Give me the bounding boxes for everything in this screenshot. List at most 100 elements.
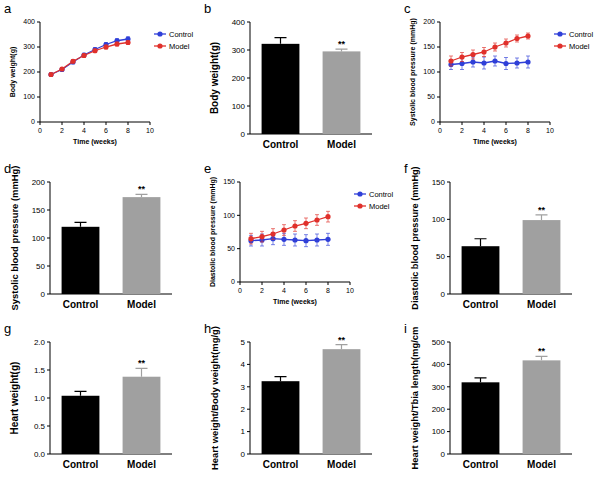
x-tick xyxy=(506,122,507,125)
legend-label: Control xyxy=(369,190,394,199)
plot-area xyxy=(62,368,161,454)
x-tick-label: 4 xyxy=(282,287,286,294)
x-tick xyxy=(306,282,307,285)
y-tick-label: 150 xyxy=(432,178,446,187)
y-tick-label: 100 xyxy=(232,102,246,111)
panel-label: e xyxy=(204,161,211,176)
y-tick xyxy=(247,134,250,135)
error-bar xyxy=(526,33,530,39)
plot-area xyxy=(448,33,530,70)
error-bar xyxy=(304,235,308,247)
y-tick xyxy=(37,47,40,48)
panel-label: g xyxy=(4,321,11,336)
y-tick-label: 150 xyxy=(423,43,435,50)
x-tick xyxy=(440,122,441,125)
x-tick-label: Control xyxy=(63,299,99,310)
point xyxy=(81,52,86,57)
x-tick xyxy=(84,122,85,125)
y-tick xyxy=(247,106,250,107)
y-tick-label: 50 xyxy=(227,245,235,252)
x-tick xyxy=(262,282,263,285)
y-tick-label: 2.0 xyxy=(34,338,46,347)
y-tick xyxy=(237,182,240,183)
error-bar xyxy=(536,356,548,360)
y-tick xyxy=(247,431,250,432)
significance: ** xyxy=(538,205,546,215)
y-tick xyxy=(447,454,450,455)
series-line xyxy=(51,43,128,75)
panel: a01002003004000246810Time (weeks)Body we… xyxy=(4,1,194,146)
significance: ** xyxy=(138,358,146,368)
y-tick xyxy=(447,364,450,365)
x-tick-label: Model xyxy=(327,139,356,150)
y-tick-label: 1.0 xyxy=(34,394,46,403)
x-tick-label: Control xyxy=(463,459,499,470)
error-bar xyxy=(493,56,497,66)
y-tick xyxy=(437,72,440,73)
y-tick xyxy=(247,454,250,455)
point xyxy=(81,53,86,58)
y-tick xyxy=(447,386,450,387)
error-bar xyxy=(515,35,519,42)
error-bar xyxy=(275,38,287,44)
error-bar xyxy=(326,233,330,245)
y-tick xyxy=(447,256,450,257)
point xyxy=(481,49,486,54)
panel: g0.00.51.01.52.0Heart weight(g)ControlMo… xyxy=(4,321,172,470)
x-tick xyxy=(40,122,41,125)
y-tick-label: 1.5 xyxy=(34,366,46,375)
y-tick xyxy=(247,342,250,343)
legend-marker xyxy=(157,31,162,36)
significance: ** xyxy=(138,184,146,194)
x-tick-label: 8 xyxy=(326,287,330,294)
error-bar xyxy=(504,58,508,70)
point xyxy=(314,237,319,242)
point xyxy=(492,44,497,49)
error-bar xyxy=(482,57,486,69)
error-bar xyxy=(326,211,330,222)
y-tick-label: 4 xyxy=(241,360,246,369)
error-bar xyxy=(136,368,148,376)
y-tick xyxy=(437,22,440,23)
point xyxy=(481,60,486,65)
legend-label: Control xyxy=(169,30,194,39)
bar xyxy=(323,51,361,134)
bar xyxy=(62,396,100,454)
y-axis-title: Heart weight/Tbia length(mg/cm xyxy=(409,327,420,470)
error-bar xyxy=(71,60,75,64)
y-tick xyxy=(237,215,240,216)
y-tick-label: 2 xyxy=(241,405,246,414)
x-tick xyxy=(150,122,151,125)
error-bar xyxy=(75,391,87,395)
error-bar xyxy=(475,239,487,246)
x-tick-label: Model xyxy=(127,459,156,470)
plot-area xyxy=(248,211,330,246)
x-tick-label: 0 xyxy=(38,127,42,134)
point xyxy=(459,54,464,59)
panel: f050100150Diastolic blood pressure (mmHg… xyxy=(404,161,572,310)
x-tick-label: 2 xyxy=(460,127,464,134)
y-tick-label: 0 xyxy=(41,290,46,299)
error-bar xyxy=(115,42,119,46)
legend-marker xyxy=(357,203,362,208)
x-tick-label: Model xyxy=(127,299,156,310)
point xyxy=(314,217,319,222)
y-tick xyxy=(47,398,50,399)
plot-area xyxy=(62,194,161,294)
y-tick-label: 100 xyxy=(32,234,46,243)
x-tick-label: Control xyxy=(263,139,299,150)
x-tick-label: Model xyxy=(527,459,556,470)
point xyxy=(470,52,475,57)
bar xyxy=(523,360,561,454)
error-bar xyxy=(93,49,97,53)
error-bar xyxy=(304,218,308,229)
y-tick-label: 300 xyxy=(23,43,35,50)
panel-label: i xyxy=(404,321,407,336)
plot-area xyxy=(462,356,561,454)
error-bar xyxy=(475,378,487,382)
point xyxy=(303,238,308,243)
y-tick xyxy=(37,22,40,23)
x-tick-label: 10 xyxy=(346,287,354,294)
plot-area xyxy=(262,345,361,454)
significance: ** xyxy=(538,346,546,356)
